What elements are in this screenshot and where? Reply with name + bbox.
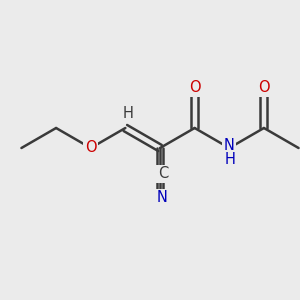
Text: C: C (158, 167, 168, 182)
Text: O: O (189, 80, 200, 95)
Text: H: H (225, 152, 236, 166)
Text: N: N (224, 139, 235, 154)
Text: O: O (85, 140, 97, 155)
Text: H: H (123, 106, 134, 122)
Text: O: O (258, 80, 270, 95)
Text: N: N (157, 190, 167, 206)
